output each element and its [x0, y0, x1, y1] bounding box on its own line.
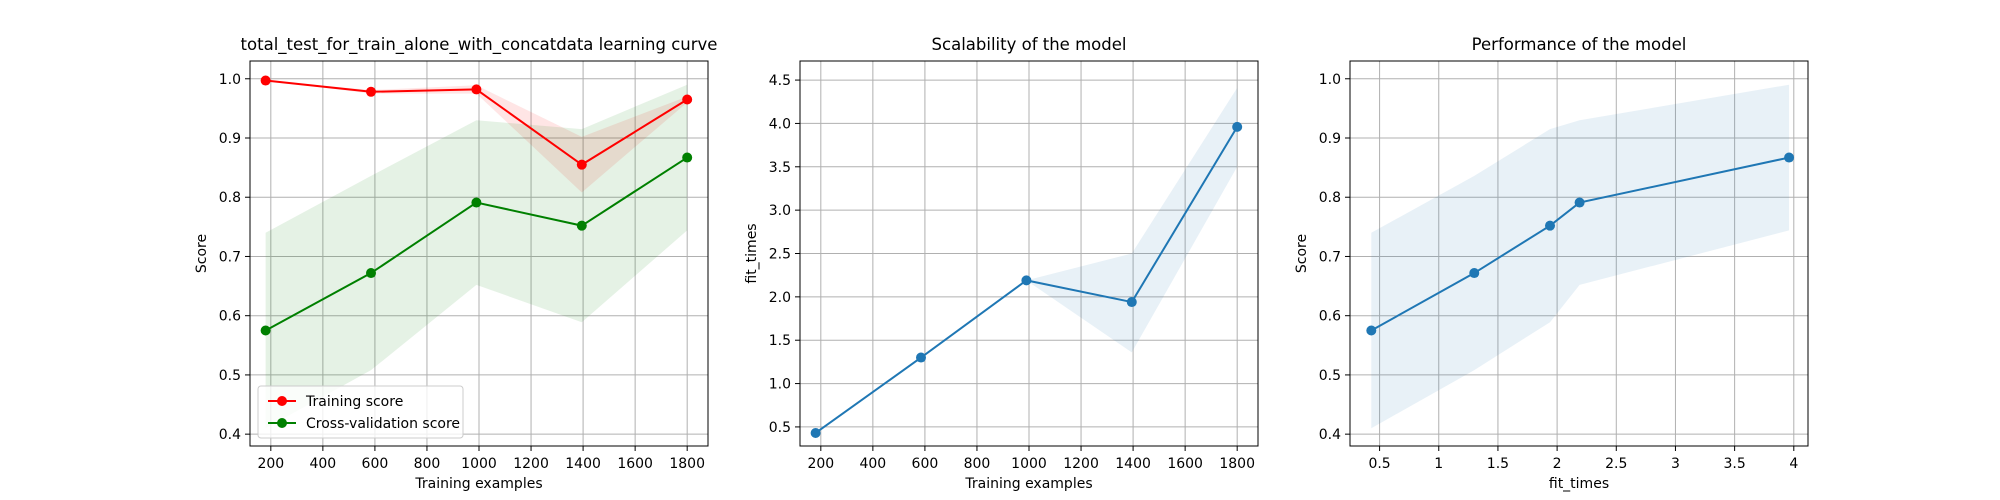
data-point	[471, 84, 482, 95]
data-point	[1126, 297, 1137, 308]
x-tick-label: 1600	[1167, 456, 1203, 472]
y-tick-label: 1.5	[769, 333, 791, 349]
y-axis-label: Score	[194, 234, 210, 273]
confidence-band-1	[815, 87, 1238, 433]
y-tick-label: 0.9	[1319, 131, 1341, 147]
y-tick-label: 0.6	[1319, 309, 1341, 325]
legend-entry: Cross-validation score	[306, 416, 460, 432]
data-point	[471, 197, 482, 208]
data-point	[682, 152, 693, 163]
data-point	[260, 325, 271, 336]
y-tick-label: 0.7	[219, 249, 241, 265]
y-tick-label: 3.5	[769, 160, 791, 176]
y-tick-label: 3.0	[769, 203, 791, 219]
x-tick-label: 600	[912, 456, 939, 472]
x-tick-label: 1600	[617, 456, 653, 472]
x-axis-label: fit_times	[1549, 476, 1609, 492]
x-tick-label: 1200	[1063, 456, 1099, 472]
data-point	[1784, 152, 1795, 163]
y-tick-label: 0.8	[219, 190, 241, 206]
y-tick-label: 1.0	[219, 72, 241, 88]
data-point	[810, 427, 821, 438]
y-tick-label: 1.0	[1319, 72, 1341, 88]
data-point	[1469, 268, 1480, 279]
chart-panel-1: 200 400 600 800 1000 1200 1400 1600 1800 0.4 0.5 0.…	[194, 35, 717, 492]
x-tick-label: 400	[309, 456, 336, 472]
y-tick-label: 0.4	[1319, 427, 1341, 443]
x-tick-label: 200	[807, 456, 834, 472]
x-tick-label: 400	[859, 456, 886, 472]
data-point	[1021, 275, 1032, 286]
y-tick-label: 0.6	[219, 309, 241, 325]
x-tick-label: 0.5	[1368, 456, 1390, 472]
y-tick-label: 0.5	[769, 420, 791, 436]
y-tick-label: 0.7	[1319, 249, 1341, 265]
data-point	[916, 352, 927, 363]
x-axis-label: Training examples	[414, 476, 542, 492]
confidence-band-2	[265, 84, 688, 429]
legend-swatch-marker	[277, 396, 287, 406]
x-tick-label: 800	[414, 456, 441, 472]
legend-entry: Training score	[305, 394, 403, 410]
y-tick-label: 0.8	[1319, 190, 1341, 206]
y-tick-label: 4.0	[769, 116, 791, 132]
y-axis-label: Score	[1294, 234, 1310, 273]
confidence-band-1	[1371, 84, 1790, 429]
data-point	[576, 220, 587, 231]
y-tick-label: 1.0	[769, 377, 791, 393]
chart-panel-3: 0.5 1 1.5 2 2.5 3 3.5 4 0.4 0.5 0.6 0.7 0.8 0.9 1.0 Per…	[1294, 35, 1809, 492]
x-tick-label: 1800	[669, 456, 705, 472]
chart-title: Scalability of the model	[932, 35, 1127, 54]
x-tick-label: 2	[1553, 456, 1562, 472]
y-tick-label: 0.4	[219, 427, 241, 443]
y-tick-label: 0.5	[1319, 368, 1341, 384]
y-tick-label: 4.5	[769, 73, 791, 89]
legend-box	[257, 385, 464, 439]
legend: Training score Cross-validation score	[257, 385, 464, 439]
x-tick-label: 3.5	[1723, 456, 1745, 472]
x-tick-label: 1.5	[1487, 456, 1509, 472]
x-tick-label: 1400	[1115, 456, 1151, 472]
data-point	[576, 159, 587, 170]
x-tick-label: 1400	[565, 456, 601, 472]
y-tick-label: 0.9	[219, 131, 241, 147]
y-tick-label: 2.5	[769, 247, 791, 263]
x-tick-label: 200	[257, 456, 284, 472]
chart-panel-2: 200 400 600 800 1000 1200 1400 1600 1800 0.5 1.0 1.…	[744, 35, 1259, 492]
data-point	[366, 268, 377, 279]
chart-title: Performance of the model	[1472, 35, 1687, 54]
x-tick-label: 1200	[513, 456, 549, 472]
x-tick-label: 1000	[461, 456, 497, 472]
data-point	[260, 75, 271, 86]
data-point	[1366, 325, 1377, 336]
data-point	[1232, 121, 1243, 132]
x-tick-label: 800	[964, 456, 991, 472]
axes-frame	[1349, 60, 1809, 447]
data-point	[366, 86, 377, 97]
y-tick-label: 2.0	[769, 290, 791, 306]
x-tick-label: 3	[1671, 456, 1680, 472]
x-tick-label: 600	[362, 456, 389, 472]
data-point	[682, 94, 693, 105]
x-tick-label: 1000	[1011, 456, 1047, 472]
chart-title: total_test_for_train_alone_with_concatda…	[241, 35, 718, 55]
data-point	[1545, 220, 1556, 231]
y-axis-label: fit_times	[744, 223, 760, 283]
x-tick-label: 2.5	[1605, 456, 1627, 472]
x-tick-label: 4	[1789, 456, 1798, 472]
x-axis-label: Training examples	[964, 476, 1092, 492]
legend-swatch-marker	[277, 418, 287, 428]
data-point	[1574, 197, 1585, 208]
x-tick-label: 1800	[1219, 456, 1255, 472]
x-tick-label: 1	[1434, 456, 1443, 472]
y-tick-label: 0.5	[219, 368, 241, 384]
